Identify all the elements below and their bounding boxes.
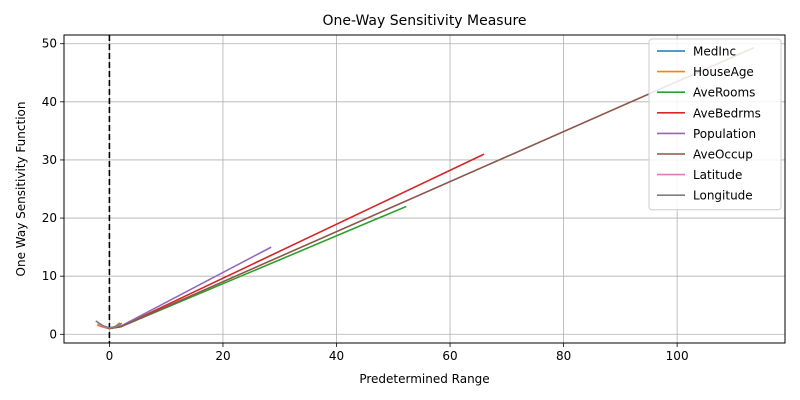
x-tick-label: 100 [666,349,689,363]
series-line-avebedrms [100,153,485,330]
x-tick-label: 20 [215,349,230,363]
y-axis-label: One Way Sensitivity Function [14,102,28,277]
chart-title: One-Way Sensitivity Measure [322,13,526,29]
legend-label: Longitude [693,189,753,203]
y-tick-label: 30 [42,153,57,167]
x-tick-label: 80 [556,349,571,363]
legend-label: MedInc [693,45,736,59]
legend-label: AveRooms [693,86,755,100]
plot-frame [63,34,786,344]
y-tick-label: 20 [42,211,57,225]
y-tick-label: 10 [42,269,57,283]
y-tick-label: 0 [49,327,57,341]
x-tick-label: 60 [442,349,457,363]
y-tick-label: 40 [42,95,57,109]
legend-label: AveOccup [693,148,753,162]
series-line-population [100,246,272,330]
legend-label: HouseAge [693,65,754,79]
x-tick-label: 40 [329,349,344,363]
legend-label: AveBedrms [693,106,761,120]
legend-box [648,38,782,211]
x-axis-label: Predetermined Range [359,372,489,386]
legend-label: Population [693,127,756,141]
legend-label: Latitude [693,168,742,182]
legend: MedInc HouseAge AveRooms AveBedrms Populatio… [648,38,782,211]
series-line-longitude [95,320,123,329]
x-tick-label: 0 [106,349,114,363]
y-tick-label: 50 [42,37,57,51]
